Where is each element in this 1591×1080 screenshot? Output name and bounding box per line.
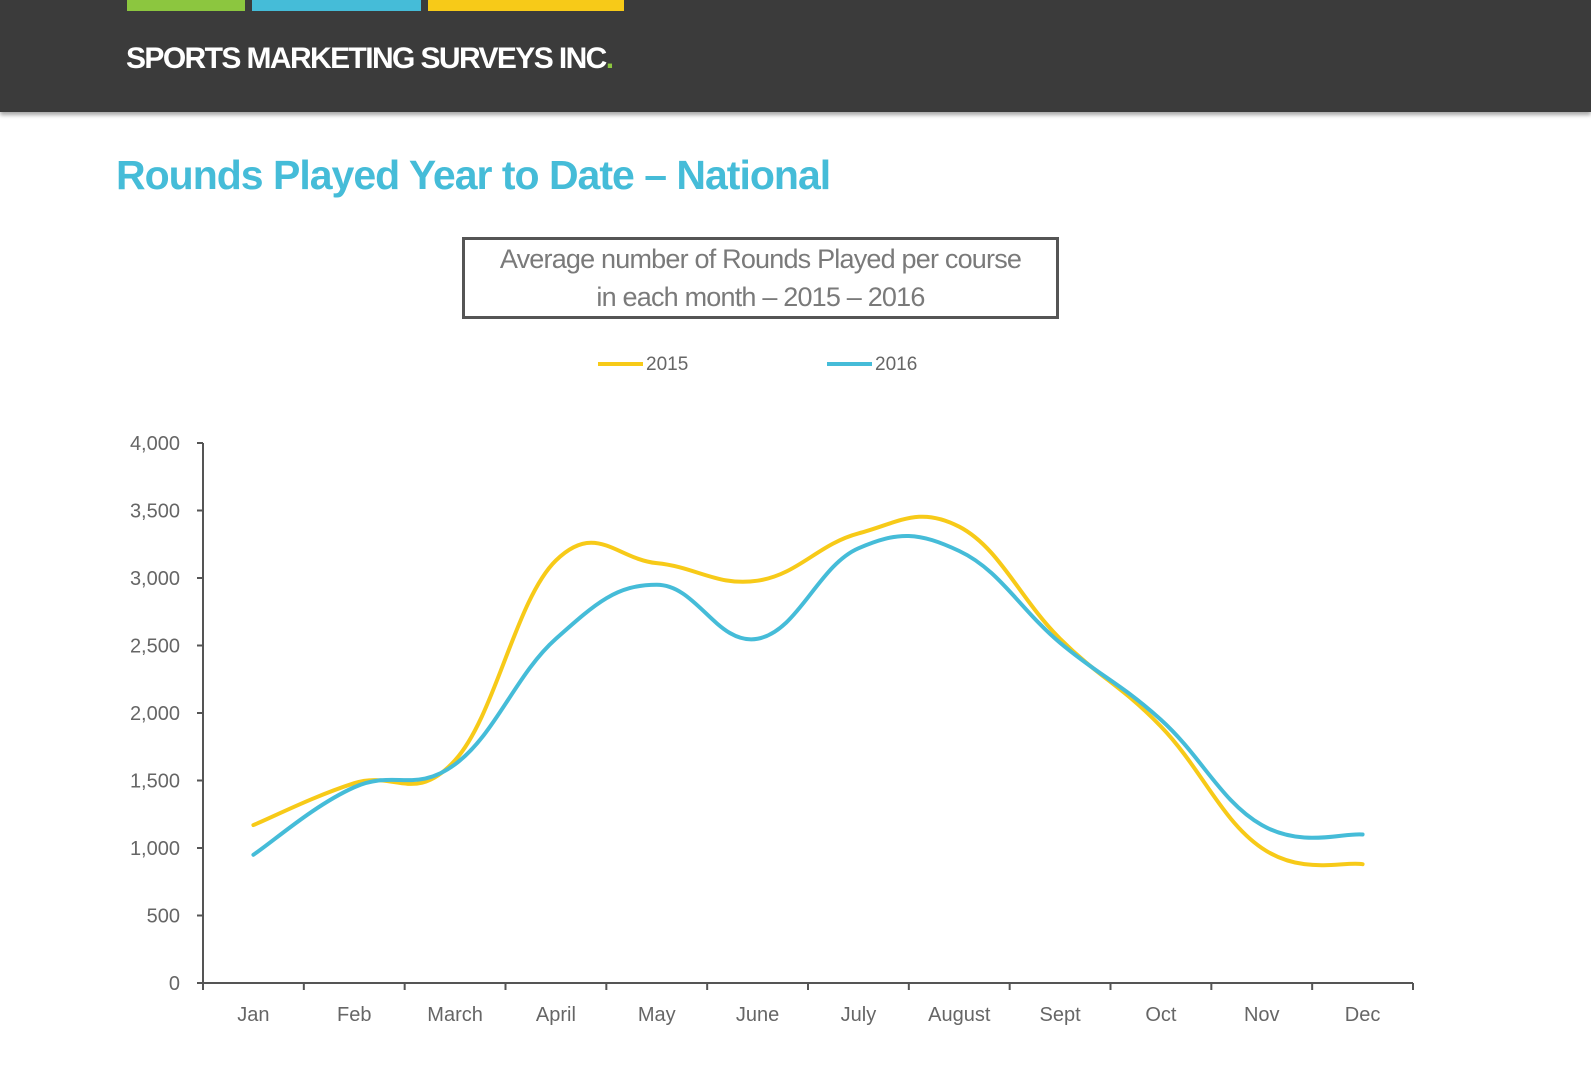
legend-label-2015: 2015 — [646, 354, 688, 375]
x-tick-label: Oct — [1145, 1004, 1177, 1026]
series-line-2015 — [251, 514, 1365, 868]
x-tick-label: April — [536, 1004, 576, 1026]
x-tick-label: May — [638, 1004, 676, 1026]
y-tick-label: 4,000 — [130, 433, 180, 455]
header-bar: SPORTS MARKETING SURVEYS INC. — [0, 0, 1591, 112]
chart-title-line-2: in each month – 2015 – 2016 — [596, 282, 925, 312]
legend-label-2016: 2016 — [875, 354, 917, 375]
chart-title-box: Average number of Rounds Played per cour… — [462, 237, 1059, 319]
x-tick-label: Dec — [1345, 1004, 1381, 1026]
series-line-2016 — [251, 533, 1365, 857]
page-title: Rounds Played Year to Date – National — [116, 152, 831, 198]
y-tick-label: 2,500 — [130, 636, 180, 658]
y-tick-label: 2,000 — [130, 703, 180, 725]
brand-stripe-yellow — [428, 0, 624, 11]
x-tick-label: Sept — [1040, 1004, 1082, 1026]
y-tick-label: 3,500 — [130, 501, 180, 523]
brand-stripe-blue — [252, 0, 421, 11]
x-tick-label: Jan — [237, 1004, 269, 1026]
brand-stripe-green — [127, 0, 245, 11]
x-tick-label: July — [841, 1004, 877, 1026]
y-tick-label: 3,000 — [130, 568, 180, 590]
brand-logo-text[interactable]: SPORTS MARKETING SURVEYS INC. — [126, 42, 614, 76]
chart-title-line-1: Average number of Rounds Played per cour… — [499, 244, 1022, 274]
x-tick-label: Nov — [1244, 1004, 1280, 1026]
x-tick-label: August — [928, 1004, 991, 1026]
y-tick-label: 500 — [147, 906, 180, 928]
x-tick-label: March — [427, 1004, 483, 1026]
brand-name: SPORTS MARKETING SURVEYS INC — [126, 42, 607, 75]
x-tick-label: June — [736, 1004, 779, 1026]
y-tick-label: 1,500 — [130, 771, 180, 793]
brand-dot: . — [605, 42, 614, 75]
y-tick-label: 1,000 — [130, 838, 180, 860]
x-tick-label: Feb — [337, 1004, 371, 1026]
y-tick-label: 0 — [169, 973, 180, 995]
